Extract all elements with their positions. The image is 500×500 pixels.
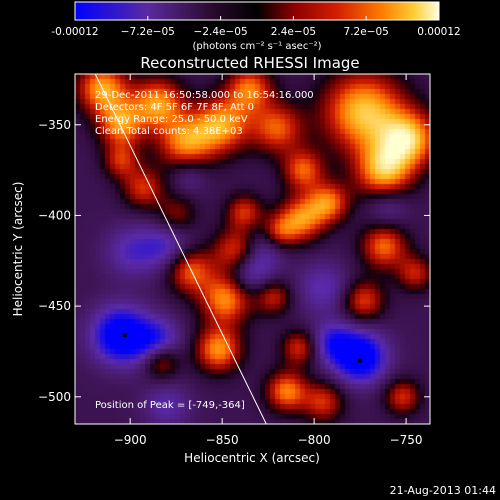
colorbar-tick-label: 2.4e−05 bbox=[271, 26, 316, 38]
y-axis-label: Heliocentric Y (arcsec) bbox=[11, 182, 25, 317]
peak-marker bbox=[122, 333, 127, 338]
image-info-overlay: 29-Dec-2011 16:50:58.000 to 16:54:16.000… bbox=[95, 90, 314, 411]
date-stamp: 21-Aug-2013 01:44 bbox=[390, 484, 496, 497]
x-tick-label: −900 bbox=[114, 433, 147, 447]
info-energy-range: Energy Range: 25.0 - 50.0 keV bbox=[95, 114, 248, 125]
info-clean-counts: Clean Total counts: 4.38E+03 bbox=[95, 126, 243, 137]
info-peak-position: Position of Peak = [-749,-364] bbox=[95, 400, 245, 411]
y-tick-label: −500 bbox=[38, 390, 71, 404]
colorbar-unit-label: (photons cm⁻² s⁻¹ asec⁻²) bbox=[192, 41, 321, 52]
limb-line bbox=[94, 73, 267, 425]
plot-frame bbox=[74, 73, 431, 425]
x-tick-label: −850 bbox=[206, 433, 239, 447]
colorbar-gradient bbox=[74, 1, 440, 21]
y-tick-label: −350 bbox=[38, 118, 71, 132]
info-time-range: 29-Dec-2011 16:50:58.000 to 16:54:16.000 bbox=[95, 90, 314, 101]
x-tick-label: −800 bbox=[298, 433, 331, 447]
peak-marker bbox=[358, 358, 363, 363]
heatmap-canvas bbox=[75, 74, 430, 424]
colorbar-tick-label: −2.4e−05 bbox=[194, 26, 248, 38]
x-axis-label: Heliocentric X (arcsec) bbox=[184, 451, 320, 465]
peak-markers bbox=[122, 333, 363, 363]
y-tick-label: −450 bbox=[38, 299, 71, 313]
chart-title: Reconstructed RHESSI Image bbox=[140, 54, 359, 72]
colorbar-tick-label: -0.00012 bbox=[51, 26, 98, 38]
x-tick-label: −750 bbox=[390, 433, 423, 447]
colorbar-tick-label: −7.2e−05 bbox=[121, 26, 175, 38]
colorbar-tick-label: 0.00012 bbox=[417, 26, 460, 38]
info-detectors: Detectors: 4F 5F 6F 7F 8F, Att 0 bbox=[95, 102, 254, 113]
heatmap-plot: −900 −850 −800 −750 −350 −400 −450 −500 bbox=[38, 73, 431, 447]
axis-ticks: −900 −850 −800 −750 −350 −400 −450 −500 bbox=[38, 74, 430, 447]
colorbar: -0.00012 −7.2e−05 −2.4e−05 2.4e−05 7.2e−05 0.… bbox=[51, 1, 461, 52]
colorbar-ticks: -0.00012 −7.2e−05 −2.4e−05 2.4e−05 7.2e−05 0.… bbox=[51, 16, 461, 38]
y-tick-label: −400 bbox=[38, 208, 71, 222]
colorbar-tick-label: 7.2e−05 bbox=[344, 26, 389, 38]
